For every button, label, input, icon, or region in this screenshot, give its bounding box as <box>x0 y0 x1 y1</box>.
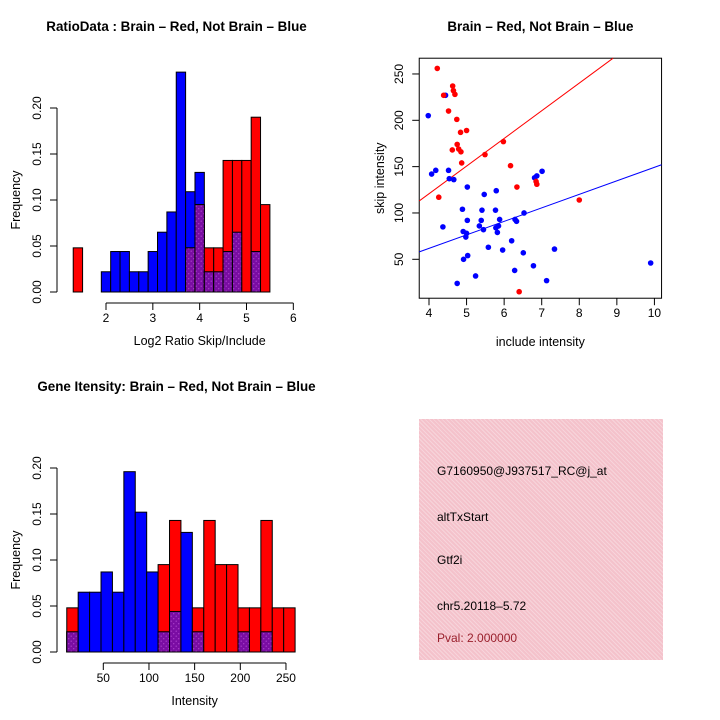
event-type-text: altTxStart <box>437 510 489 524</box>
svg-text:Log2 Ratio Skip/Include: Log2 Ratio Skip/Include <box>134 334 266 348</box>
y-axis: 0.00 0.05 0.10 0.15 0.20 Frequency <box>9 456 58 664</box>
svg-text:0.15: 0.15 <box>30 142 44 166</box>
svg-text:Frequency: Frequency <box>9 530 23 590</box>
svg-text:3: 3 <box>149 311 156 325</box>
x-axis: 50 100 150 200 250 Intensity <box>97 662 296 708</box>
x-axis: 2 3 4 5 6 Log2 Ratio Skip/Include <box>103 302 297 348</box>
svg-text:include intensity: include intensity <box>496 335 586 349</box>
blue-regression-line <box>419 164 662 253</box>
svg-text:0.05: 0.05 <box>30 594 44 618</box>
svg-text:6: 6 <box>501 306 508 320</box>
svg-text:7: 7 <box>538 306 545 320</box>
svg-text:4: 4 <box>426 306 433 320</box>
svg-text:Brain – Red, Not Brain – Blue: Brain – Red, Not Brain – Blue <box>447 19 633 34</box>
svg-text:2: 2 <box>103 311 110 325</box>
svg-text:0.00: 0.00 <box>30 640 44 664</box>
svg-text:0.10: 0.10 <box>30 548 44 572</box>
svg-text:8: 8 <box>576 306 583 320</box>
svg-text:RatioData : Brain – Red, Not B: RatioData : Brain – Red, Not Brain – Blu… <box>46 19 306 34</box>
regression-lines <box>418 57 662 253</box>
svg-text:100: 100 <box>392 203 406 223</box>
svg-text:50: 50 <box>392 252 406 266</box>
plot-box <box>418 57 663 299</box>
svg-text:0.20: 0.20 <box>30 456 44 480</box>
svg-text:50: 50 <box>97 671 111 685</box>
svg-text:250: 250 <box>276 671 296 685</box>
svg-text:150: 150 <box>392 156 406 176</box>
svg-text:200: 200 <box>392 110 406 130</box>
y-axis: 0.00 0.05 0.10 0.15 0.20 Frequency <box>9 96 58 304</box>
gene-intensity-histogram-panel: 50 100 150 200 250Intensity0.000.050.100.150… <box>9 379 316 708</box>
gene-info-panel: G7160950@J937517_RC@j_at altTxStart Gtf2… <box>360 360 720 720</box>
svg-text:250: 250 <box>392 64 406 84</box>
svg-text:skip intensity: skip intensity <box>373 142 387 214</box>
histogram-bars <box>72 71 271 293</box>
svg-text:10: 10 <box>648 306 662 320</box>
scatter-points <box>425 65 654 295</box>
svg-text:6: 6 <box>290 311 297 325</box>
intensity-scatter-panel: 4 5 6 7 8 9 10 include intensity 50 100 150 200 250 s… <box>373 19 663 349</box>
ratio-histogram-panel: 2 3 4 5 6 Log2 Ratio Skip/Include 0.00 0.05 0.10… <box>9 19 307 348</box>
svg-text:100: 100 <box>139 671 159 685</box>
svg-text:Gene Itensity: Brain – Red, No: Gene Itensity: Brain – Red, Not Brain – … <box>37 379 315 394</box>
svg-text:5: 5 <box>243 311 250 325</box>
gene-symbol-text: Gtf2i <box>437 553 463 567</box>
svg-text:5: 5 <box>463 306 470 320</box>
x-axis: 4 5 6 7 8 9 10 include intensity <box>426 298 662 349</box>
histogram-bars <box>66 471 296 653</box>
svg-text:Intensity: Intensity <box>171 694 218 708</box>
locus-text: chr5.20118–5.72 <box>437 599 527 613</box>
svg-text:0.20: 0.20 <box>30 96 44 120</box>
y-axis: 50 100 150 200 250 skip intensity <box>373 64 420 266</box>
pval-text: Pval: 2.000000 <box>437 631 518 645</box>
svg-text:0.00: 0.00 <box>30 280 44 304</box>
gene-info-box: G7160950@J937517_RC@j_at altTxStart Gtf2… <box>419 419 663 660</box>
svg-text:200: 200 <box>230 671 250 685</box>
svg-text:150: 150 <box>185 671 205 685</box>
svg-text:0.15: 0.15 <box>30 502 44 526</box>
svg-text:Frequency: Frequency <box>9 170 23 230</box>
svg-text:9: 9 <box>614 306 621 320</box>
svg-text:4: 4 <box>196 311 203 325</box>
svg-text:0.10: 0.10 <box>30 188 44 212</box>
probe-id-text: G7160950@J937517_RC@j_at <box>437 464 607 478</box>
svg-text:0.05: 0.05 <box>30 234 44 258</box>
